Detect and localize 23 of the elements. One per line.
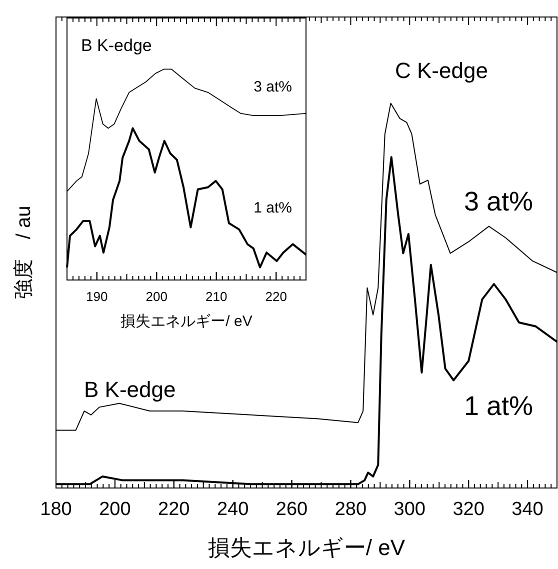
annotation: B K-edge — [84, 377, 176, 402]
x-tick-label: 340 — [512, 499, 544, 520]
y-axis-title: 強度 / au — [13, 206, 35, 300]
x-tick-label: 200 — [99, 499, 131, 520]
x-tick-label: 300 — [394, 499, 426, 520]
x-tick-label: 180 — [40, 499, 72, 520]
x-tick-label: 220 — [265, 289, 287, 304]
x-axis-title: 損失エネルギー/ eV — [120, 313, 252, 330]
text: C K-edge — [395, 58, 488, 83]
series-label: 1 at% — [464, 390, 533, 421]
x-tick-label: 190 — [86, 289, 108, 304]
series-label: 1 at% — [254, 200, 292, 217]
x-tick-label: 280 — [334, 499, 367, 520]
x-tick-label: 320 — [452, 499, 484, 520]
x-tick-label: 200 — [146, 289, 168, 304]
x-axis-title: 損失エネルギー/ eV — [208, 535, 406, 560]
chart-title: B K-edge — [81, 36, 152, 55]
x-tick-label: 260 — [276, 499, 308, 520]
x-tick-label: 240 — [216, 499, 249, 520]
series-label: 3 at% — [254, 78, 292, 96]
x-tick-label: 210 — [206, 289, 228, 304]
x-tick-label: 220 — [158, 499, 190, 520]
series-label: 3 at% — [464, 186, 533, 217]
